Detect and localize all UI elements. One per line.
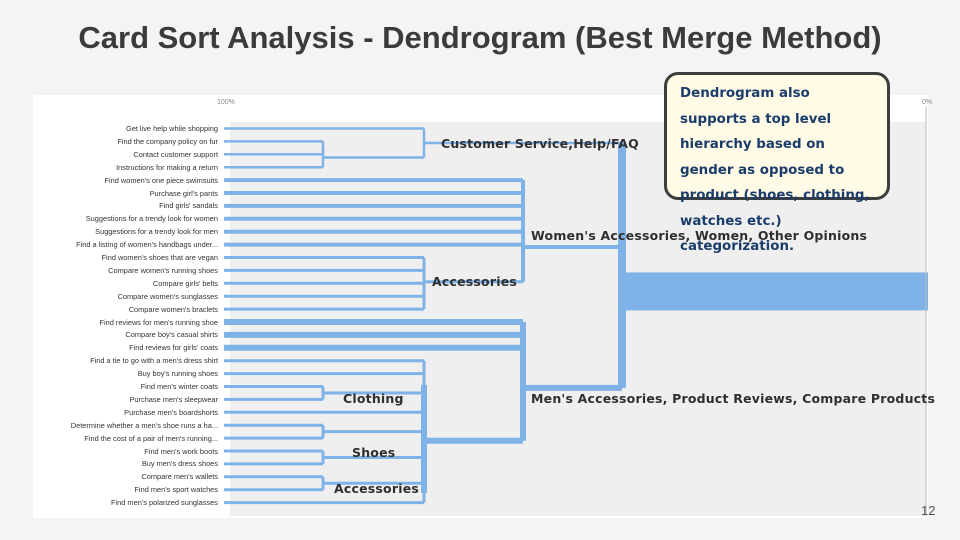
cluster-label-clothing: Clothing [343,391,404,406]
leaf-label: Buy boy's running shoes [137,369,218,379]
leaf-label: Find men's work boots [144,446,218,456]
cluster-label-mens: Men's Accessories, Product Reviews, Comp… [531,391,936,406]
leaf-label: Compare women's braclets [128,304,218,314]
leaf-label: Instructions for making a return [116,162,218,172]
leaf-label: Find men's polarized sunglasses [111,498,218,508]
dendrogram-trunk [622,272,928,311]
leaf-label: Find reviews for men's running shoe [99,317,219,327]
leaf-label: Find women's one piece swimsuits [104,175,218,185]
leaf-label: Compare men's wallets [141,472,218,482]
leaf-label: Determine whether a men's shoe runs a ha… [70,420,218,430]
leaf-label: Purchase men's sleepwear [129,394,219,404]
leaf-label: Find a listing of women's handbags under… [76,240,218,250]
cluster-label-customer-service: Customer Service,Help/FAQ [441,136,639,151]
leaf-label: Compare women's running shoes [108,265,218,275]
cluster-label-shoes: Shoes [352,445,396,460]
leaf-label: Purchase men's boardshorts [124,407,218,417]
leaf-label: Purchase girl's pants [149,188,218,198]
leaf-label: Compare girls' belts [152,278,218,288]
scale-left-label: 100% [217,99,235,106]
cluster-label-accessories-women: Accessories [432,274,518,289]
leaf-label: Get live help while shopping [125,124,218,133]
slide-title: Card Sort Analysis - Dendrogram (Best Me… [78,20,882,55]
leaf-label: Find the cost of a pair of men's running… [84,433,218,443]
cluster-label-womens: Women's Accessories, Women, Other Opinio… [531,228,868,243]
leaf-label: Compare boy's casual shirts [125,330,218,340]
page-number: 12 [921,503,936,518]
scale-right-label: 0% [922,99,933,106]
leaf-label: Find a tie to go with a men's dress shir… [90,356,218,366]
leaf-label: Compare women's sunglasses [117,291,218,301]
leaf-label: Find men's winter coats [140,382,218,391]
leaf-label: Buy men's dress shoes [141,459,218,469]
callout-note: Dendrogram also supports a top level hie… [664,72,890,254]
leaf-label: Find the company policy on fur [117,136,218,146]
leaf-label: Suggestions for a trendy look for women [85,214,218,224]
leaf-label: Contact customer support [133,149,218,159]
leaf-label: Find women's shoes that are vegan [101,253,218,262]
cluster-label-accessories-men: Accessories [334,481,420,496]
leaf-label: Find men's sport watches [134,485,218,495]
leaf-label: Suggestions for a trendy look for men [95,227,218,237]
leaf-label: Find reviews for girls' coats [129,343,218,353]
leaf-label: Find girls' sandals [159,201,218,211]
